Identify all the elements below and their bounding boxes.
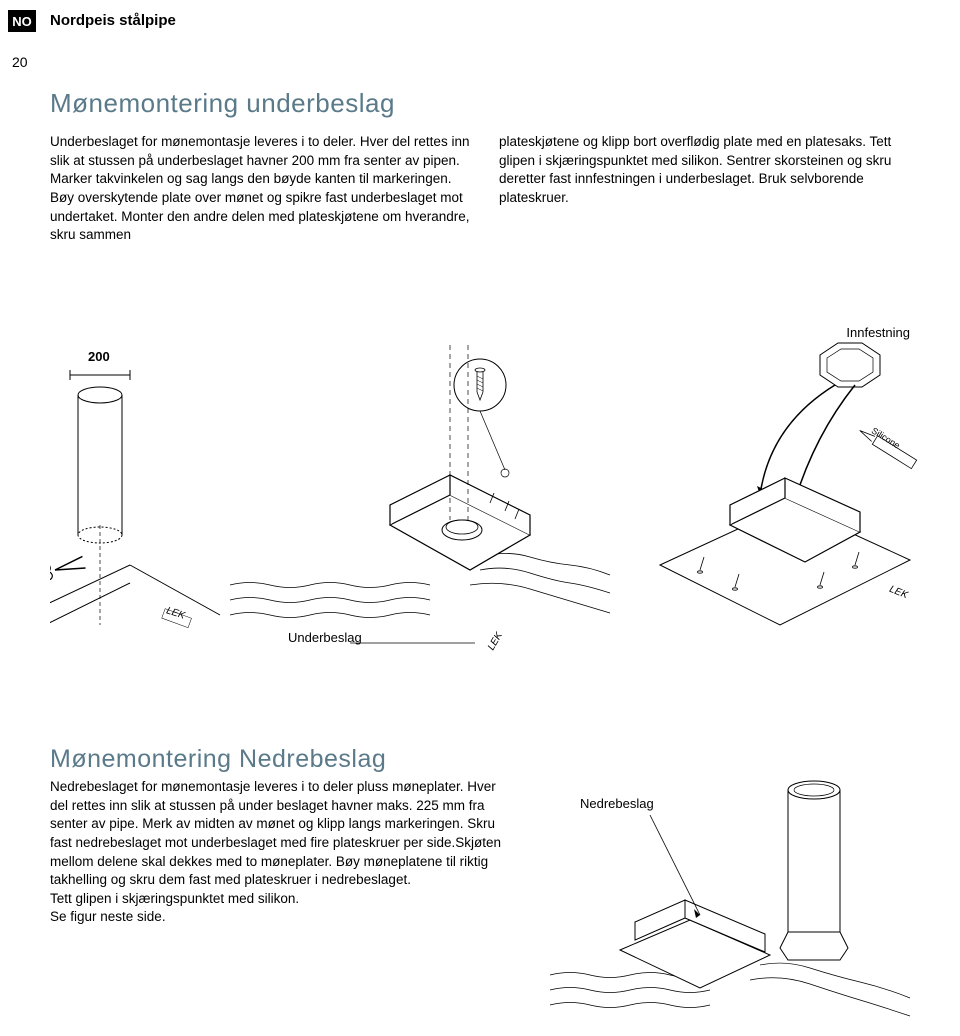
section1-col-right: plateskjøtene og klipp bort overflødig p… (499, 133, 920, 245)
diagram1-left (50, 370, 220, 628)
diagram-nedrebeslag: Nedrebeslag (540, 760, 930, 1020)
section1-col-left: Underbeslaget for mønemontasje leveres i… (50, 133, 471, 245)
section-underbeslag: Mønemontering underbeslag Underbeslaget … (50, 88, 920, 245)
label-nedrebeslag: Nedrebeslag (580, 796, 654, 811)
label-underbeslag: Underbeslag (288, 630, 362, 645)
section-nedrebeslag: Mønemontering Nedrebeslag Nedrebeslaget … (50, 745, 510, 927)
diagram-underbeslag: 200 Innfestning Silicone Underbeslag LEK… (50, 325, 920, 655)
section2-heading: Mønemontering Nedrebeslag (50, 745, 510, 774)
diagram1-middle (230, 345, 610, 643)
header-title: Nordpeis stålpipe (50, 12, 176, 29)
language-badge: NO (8, 10, 36, 32)
section1-heading: Mønemontering underbeslag (50, 88, 920, 119)
diagram1-right (660, 343, 917, 625)
label-innfestning: Innfestning (846, 325, 910, 340)
dim-200: 200 (88, 349, 110, 364)
section2-body: Nedrebeslaget for mønemontasje leveres i… (50, 778, 510, 927)
page-number: 20 (12, 54, 28, 70)
